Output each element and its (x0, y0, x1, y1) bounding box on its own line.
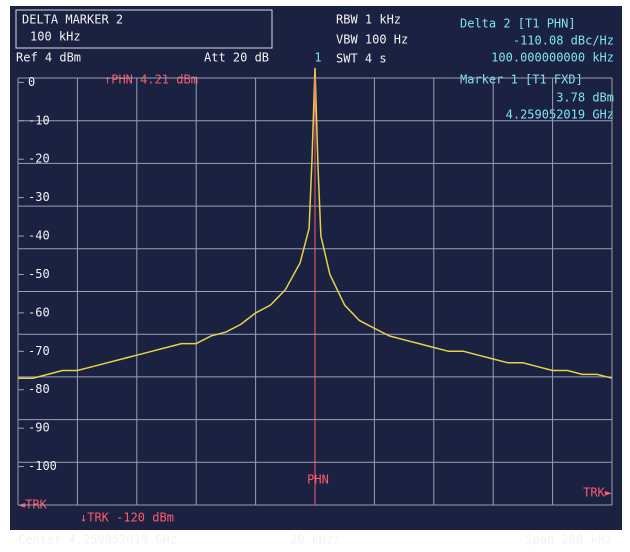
y-tick-label: 0 (28, 75, 35, 89)
trk-label: ↓TRK -120 dBm (80, 511, 174, 525)
header-text: Ref 4 dBm (16, 51, 81, 65)
footer-text: Center 4.259052019 GHz (18, 533, 177, 547)
y-tick-label: -10 (28, 113, 50, 127)
y-tick-label: -40 (28, 229, 50, 243)
header-text: Att 20 dB (204, 51, 269, 65)
y-tick-label: -30 (28, 190, 50, 204)
marker-number: 1 (314, 51, 321, 65)
header-text: SWT 4 s (336, 52, 387, 66)
y-tick-label: -80 (28, 382, 50, 396)
analyzer-screen: DELTA MARKER 2 100 kHz RBW 1 kHz VBW 100… (0, 0, 630, 548)
y-tick-label: -20 (28, 152, 50, 166)
y-tick-label: -70 (28, 344, 50, 358)
y-tick-label: -60 (28, 305, 50, 319)
marker-text: 4.259052019 GHz (506, 108, 614, 122)
marker-text: Marker 1 [T1 FXD] (460, 73, 583, 87)
header-text: 100.000000000 kHz (491, 51, 614, 65)
header-text: -110.08 dBc/Hz (513, 34, 614, 48)
footer-text: 20 kHz/ (290, 533, 341, 547)
y-tick-label: -90 (28, 421, 50, 435)
header-text: 100 kHz (30, 30, 81, 44)
header-text: VBW 100 Hz (336, 33, 408, 47)
phn-label: ↑PHN 4.21 dBm (104, 73, 198, 87)
trk-label: TRK► (583, 486, 613, 500)
header-text: Delta 2 [T1 PHN] (460, 17, 576, 31)
phn-label: PHN (307, 473, 329, 487)
footer-text: Span 200 kHz (525, 533, 612, 547)
marker-text: 3.78 dBm (556, 91, 614, 105)
y-tick-label: -50 (28, 267, 50, 281)
header-text: RBW 1 kHz (336, 13, 401, 27)
y-tick-label: -100 (28, 459, 57, 473)
header-text: DELTA MARKER 2 (22, 13, 123, 27)
